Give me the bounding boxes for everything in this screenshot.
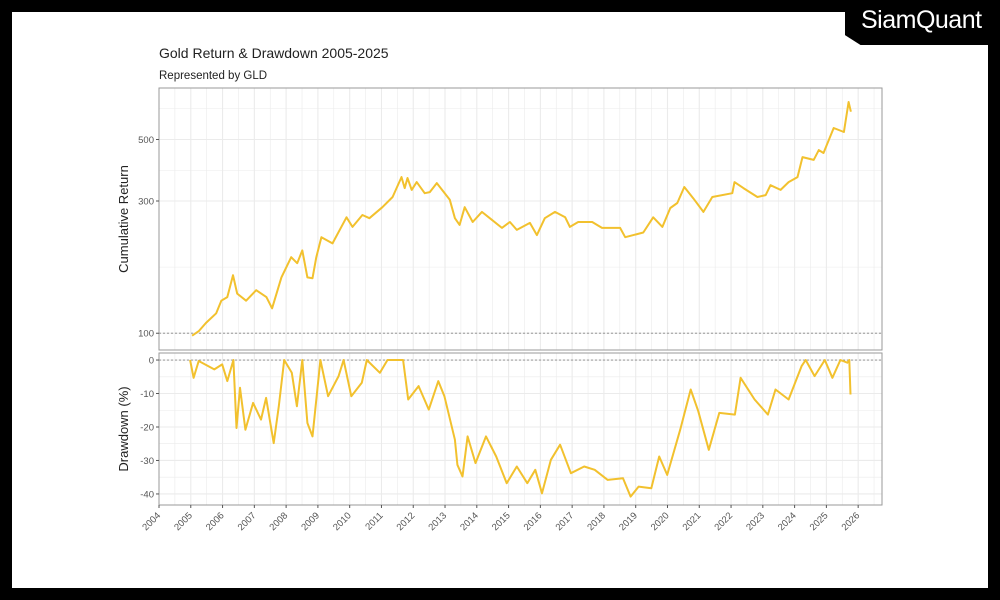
drawdown-background — [159, 353, 882, 505]
x-tick-label: 2013 — [426, 510, 449, 533]
x-tick-label: 2008 — [268, 510, 291, 533]
drawdown-panel: 0 -10 -20 -30 -40 — [140, 352, 883, 506]
y-tick-label: 500 — [138, 135, 154, 146]
x-tick-label: 2018 — [585, 510, 608, 533]
x-tick-label: 2025 — [808, 510, 831, 533]
bottom-y-axis-label: Drawdown (%) — [116, 386, 131, 471]
cumulative-return-series-line — [191, 101, 852, 337]
y-tick-label: 100 — [138, 329, 154, 340]
x-tick-label: 2016 — [522, 510, 545, 533]
top-y-axis-label: Cumulative Return — [116, 165, 131, 273]
x-tick-label: 2019 — [617, 510, 640, 533]
chart-title: Gold Return & Drawdown 2005-2025 — [159, 45, 389, 61]
x-tick-label: 2015 — [490, 510, 513, 533]
chart-subtitle: Represented by GLD — [159, 70, 267, 82]
y-tick-label: -30 — [140, 456, 154, 467]
y-tick-label: -20 — [140, 422, 154, 433]
y-tick-label: -40 — [140, 489, 154, 500]
x-tick-label: 2024 — [776, 510, 799, 533]
logo-text: SiamQuant — [861, 6, 982, 34]
x-tick-label: 2007 — [236, 510, 259, 533]
cumulative-return-border — [158, 87, 883, 351]
drawdown-series-line — [189, 359, 852, 498]
x-tick-label: 2005 — [172, 510, 195, 533]
siamquant-logo: SiamQuant — [845, 0, 1000, 45]
drawdown-border — [158, 352, 883, 506]
x-tick-label: 2012 — [395, 510, 418, 533]
x-tick-label: 2017 — [554, 510, 577, 533]
x-axis: 2004 2005 2006 2007 2008 2009 2010 2011 2012 2013… — [140, 505, 862, 533]
x-tick-label: 2006 — [204, 510, 227, 533]
x-tick-label: 2010 — [331, 510, 354, 533]
cumulative-return-background — [159, 88, 882, 350]
x-tick-label: 2014 — [458, 510, 481, 533]
x-tick-label: 2023 — [744, 510, 767, 533]
x-tick-label: 2004 — [140, 510, 163, 533]
x-tick-label: 2009 — [299, 510, 322, 533]
x-tick-label: 2026 — [840, 510, 863, 533]
x-tick-label: 2011 — [363, 510, 385, 532]
y-tick-label: 300 — [138, 196, 154, 207]
y-tick-label: -10 — [140, 389, 154, 400]
y-tick-label: 0 — [149, 356, 154, 367]
cumulative-return-panel: 100 300 500 — [138, 87, 883, 351]
x-tick-label: 2021 — [681, 510, 704, 533]
x-tick-label: 2022 — [712, 510, 735, 533]
x-tick-label: 2020 — [649, 510, 672, 533]
